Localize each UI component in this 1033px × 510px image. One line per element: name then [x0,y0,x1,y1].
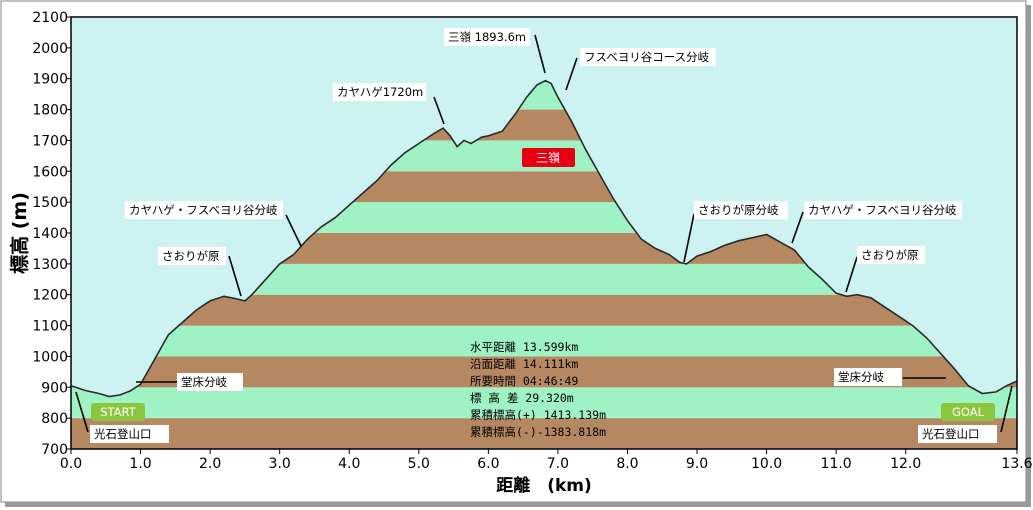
leader-line [683,213,695,263]
svg-text:光石登山口: 光石登山口 [94,427,152,441]
y-tick-label: 2100 [32,10,68,26]
elevation-band [71,387,1017,419]
x-tick-label: 3.0 [269,456,291,472]
x-tick-label: 4.0 [338,456,360,472]
leader-line [845,256,858,293]
x-tick-label: 11.0 [821,456,852,472]
frame-shadow-right [1026,5,1031,505]
x-tick-label: 0.0 [60,456,82,472]
leader-line [75,391,89,433]
x-tick-label: 1.0 [129,456,151,472]
y-tick-label: 1600 [32,164,68,180]
svg-text:さおりが原: さおりが原 [162,249,220,263]
svg-text:さおりが原分岐: さおりが原分岐 [698,203,779,217]
annotation-saorigahara-left: さおりが原 [158,247,226,265]
annotation-summit: 三嶺 1893.6m [444,28,530,46]
svg-text:カヤハゲ1720m: カヤハゲ1720m [337,85,423,99]
y-tick-label: 700 [41,442,68,458]
svg-text:フスベヨリ谷コース分岐: フスベヨリ谷コース分岐 [584,50,710,64]
y-tick-label: 1900 [32,72,68,88]
leader-line [791,211,804,244]
route-stats: 水平距離 13.599km 沿面距離 14.111km 所要時間 04:46:4… [470,340,606,439]
svg-text:堂床分岐: 堂床分岐 [181,375,227,389]
annotation-fusubeyori-course-junction: フスベヨリ谷コース分岐 [580,48,716,66]
elevation-band [71,418,1017,449]
y-tick-label: 1800 [32,103,68,119]
leader-line [534,34,546,74]
annotation-kayahage-peak: カヤハゲ1720m [333,83,426,101]
x-tick-label: 9.0 [686,456,708,472]
svg-text:三嶺 1893.6m: 三嶺 1893.6m [448,30,526,44]
annotation-trailhead-right: 光石登山口 [918,425,997,443]
x-tick-label: 13.6 [1001,456,1032,472]
profile-outline [70,79,1018,398]
annotation-saorigahara-right: さおりが原 [857,246,925,264]
svg-text:カヤハゲ・フスベヨリ谷分岐: カヤハゲ・フスベヨリ谷分岐 [808,203,957,217]
annotation-kayahage-junction-left: カヤハゲ・フスベヨリ谷分岐 [125,201,283,219]
leader-line [433,96,445,125]
x-axis-title: 距離 (km) [496,475,592,496]
leader-line [285,214,302,247]
svg-text:堂床分岐: 堂床分岐 [838,370,884,384]
svg-text:さおりが原: さおりが原 [861,248,919,262]
annotation-saorigahara-junction: さおりが原分岐 [694,201,788,219]
annotation-trailhead-left: 光石登山口 [90,425,169,443]
annotation-leaders [75,34,1013,433]
y-axis-ticks: 700 800 900 1000 1100 1200 1300 1400 1500 1600 170… [32,10,71,458]
stat-surface-distance: 沿面距離 14.111km [470,357,578,371]
svg-text:三嶺: 三嶺 [536,151,560,165]
svg-text:START: START [100,405,136,419]
x-tick-label: 5.0 [408,456,430,472]
x-tick-label: 8.0 [616,456,638,472]
stat-elevation-difference: 標 高 差 29.320m [470,391,574,405]
y-tick-label: 900 [41,380,68,396]
annotation-dotoko-junction-left: 堂床分岐 [177,373,243,391]
y-tick-label: 1000 [32,349,68,365]
stat-cumulative-gain: 累積標高(+) 1413.139m [470,408,606,422]
leader-line [1000,385,1013,433]
x-axis-ticks: 0.0 1.0 2.0 3.0 4.0 5.0 6.0 7.0 8.0 9.0 10.0 11.0 12… [60,449,1033,472]
y-tick-label: 1100 [32,319,68,335]
elevation-band [71,325,1017,357]
svg-text:光石登山口: 光石登山口 [922,427,980,441]
y-tick-label: 1400 [32,226,68,242]
frame-shadow-bottom [5,502,1031,507]
annotation-dotoko-junction-right: 堂床分岐 [834,368,902,386]
start-badge: START [91,403,145,421]
y-tick-label: 1300 [32,257,68,273]
y-tick-label: 1700 [32,133,68,149]
x-tick-label: 12.0 [890,456,921,472]
y-tick-label: 2000 [32,41,68,57]
y-tick-label: 800 [41,411,68,427]
y-axis-title: 標高 (m) [8,192,31,274]
leader-line [565,57,578,91]
goal-badge: GOAL [941,403,995,421]
annotation-kayahage-junction-right: カヤハゲ・フスベヨリ谷分岐 [804,201,962,219]
x-tick-label: 10.0 [751,456,782,472]
leader-line [228,255,242,297]
summit-badge: 三嶺 [522,148,575,167]
y-tick-label: 1200 [32,288,68,304]
svg-text:カヤハゲ・フスベヨリ谷分岐: カヤハゲ・フスベヨリ谷分岐 [129,203,278,217]
stat-duration: 所要時間 04:46:49 [470,374,578,388]
svg-text:GOAL: GOAL [952,405,985,419]
elevation-band [71,294,1017,326]
x-tick-label: 6.0 [477,456,499,472]
stat-cumulative-loss: 累積標高(-)-1383.818m [470,425,606,439]
stat-horizontal-distance: 水平距離 13.599km [470,340,578,354]
x-tick-label: 2.0 [199,456,221,472]
x-tick-label: 7.0 [547,456,569,472]
y-tick-label: 1500 [32,195,68,211]
